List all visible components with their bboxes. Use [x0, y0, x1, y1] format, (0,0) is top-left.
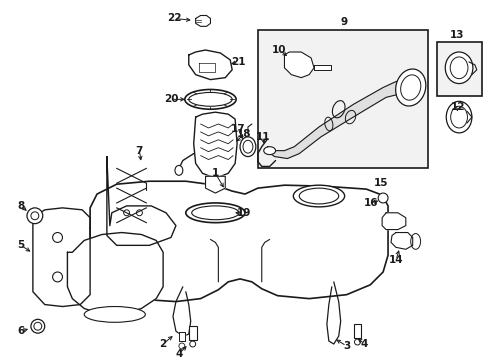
Bar — [188, 326, 196, 340]
Text: 4: 4 — [175, 349, 182, 359]
Text: 11: 11 — [255, 132, 269, 142]
Polygon shape — [205, 176, 225, 193]
Polygon shape — [313, 65, 330, 70]
Polygon shape — [188, 50, 232, 80]
Polygon shape — [107, 157, 176, 246]
Text: 20: 20 — [163, 94, 178, 104]
Ellipse shape — [445, 52, 472, 84]
Text: 19: 19 — [236, 208, 251, 218]
Text: 22: 22 — [166, 13, 181, 23]
Ellipse shape — [185, 203, 244, 223]
Polygon shape — [381, 213, 405, 230]
Polygon shape — [267, 80, 412, 158]
Bar — [353, 324, 361, 338]
Text: 14: 14 — [388, 255, 403, 265]
Ellipse shape — [240, 137, 255, 157]
Text: 16: 16 — [363, 198, 378, 208]
Ellipse shape — [395, 69, 425, 106]
Text: 18: 18 — [236, 129, 251, 139]
Polygon shape — [195, 15, 210, 26]
Text: 21: 21 — [230, 57, 245, 67]
Polygon shape — [284, 52, 313, 78]
Circle shape — [31, 319, 44, 333]
Text: 15: 15 — [373, 178, 387, 188]
Polygon shape — [33, 208, 90, 306]
Text: 9: 9 — [339, 17, 346, 27]
Circle shape — [179, 343, 184, 349]
Bar — [257, 30, 427, 168]
Circle shape — [377, 193, 387, 203]
Ellipse shape — [263, 147, 275, 154]
Text: 1: 1 — [211, 168, 219, 178]
Text: 8: 8 — [18, 201, 24, 211]
Text: 3: 3 — [342, 341, 349, 351]
Text: 13: 13 — [449, 30, 464, 40]
Polygon shape — [90, 181, 387, 302]
Ellipse shape — [184, 90, 236, 109]
Polygon shape — [67, 233, 163, 314]
Text: 6: 6 — [18, 326, 24, 336]
Ellipse shape — [84, 306, 145, 322]
Text: 7: 7 — [136, 146, 143, 156]
Circle shape — [27, 208, 42, 224]
Polygon shape — [179, 332, 184, 341]
Text: 12: 12 — [450, 102, 465, 112]
Ellipse shape — [446, 101, 471, 133]
Bar — [436, 42, 481, 96]
Text: 5: 5 — [18, 240, 24, 250]
Text: 4: 4 — [360, 339, 367, 349]
Ellipse shape — [175, 166, 183, 175]
Polygon shape — [390, 233, 412, 249]
Text: 10: 10 — [272, 45, 286, 55]
Text: 17: 17 — [230, 124, 245, 134]
Text: 2: 2 — [159, 339, 166, 349]
Ellipse shape — [293, 185, 344, 207]
Polygon shape — [193, 112, 237, 178]
